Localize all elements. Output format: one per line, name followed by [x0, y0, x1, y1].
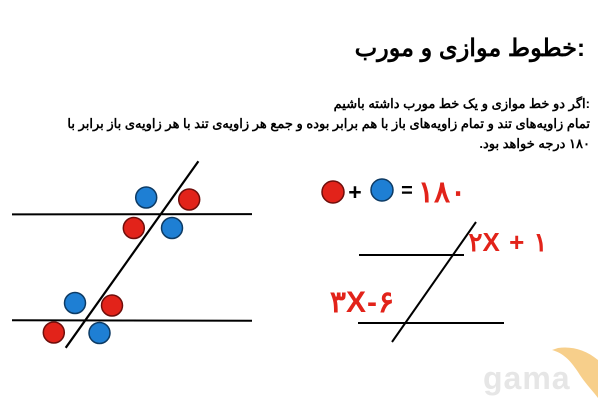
svg-text:۳X-۶: ۳X-۶ [330, 286, 394, 319]
svg-text:۱۸۰: ۱۸۰ [418, 176, 466, 209]
svg-text:۲X + ۱: ۲X + ۱ [469, 227, 548, 257]
svg-text:=: = [401, 180, 413, 202]
svg-text:+: + [348, 179, 361, 205]
